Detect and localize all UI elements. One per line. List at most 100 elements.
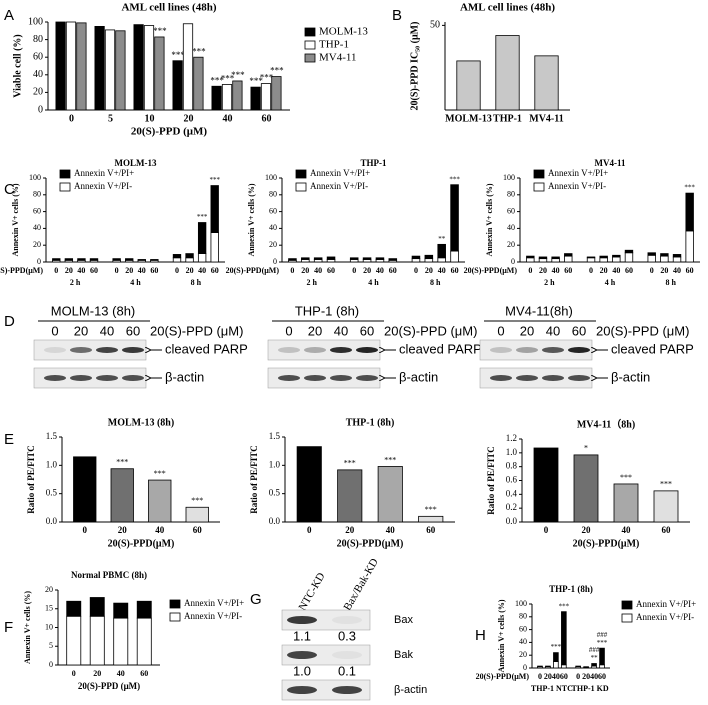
significance: ***: [620, 473, 632, 482]
y-tick-label: 0: [49, 660, 53, 669]
blot-band: [44, 375, 66, 381]
bar-segment: [301, 257, 310, 260]
y-tick-label: 0: [38, 104, 43, 115]
bar: [148, 479, 172, 523]
blot-band: [332, 651, 362, 659]
y-tick-label: 20: [269, 240, 277, 249]
blot-band: [356, 347, 378, 353]
significance: ***: [154, 469, 166, 478]
chart-title: Normal PBMC (8h): [71, 570, 147, 580]
significance: ***: [171, 50, 185, 60]
bar: [172, 60, 183, 111]
group-label: 4 h: [130, 278, 141, 287]
significance: ###: [589, 646, 600, 654]
legend-swatch: [304, 27, 316, 37]
bar-segment: [526, 257, 535, 263]
bar: [115, 30, 126, 111]
quantification: 1.1: [293, 628, 311, 643]
blot-band: [332, 616, 362, 624]
y-axis-label: 20(S)-PPD IC₅₀ (μM): [409, 22, 420, 111]
y-tick-label: 1.5: [46, 431, 58, 441]
y-tick-label: 0: [273, 257, 277, 266]
bar-segment: [362, 257, 372, 260]
bar-segment: [113, 617, 129, 666]
x-tick-label: 40: [552, 672, 560, 681]
bar-segment: [612, 254, 621, 258]
bar-segment: [185, 257, 194, 263]
bar-segment: [326, 256, 336, 260]
y-tick-label: 60: [33, 206, 41, 215]
y-tick-label: 40: [269, 223, 277, 232]
bar-segment: [125, 258, 134, 261]
x-tick-label: 40: [438, 266, 446, 275]
legend-swatch: [533, 169, 545, 179]
x-tick-label: MV4-11: [529, 113, 563, 124]
treatment-label: 20(S)-PPD (μM): [384, 323, 477, 338]
bar-segment: [551, 256, 560, 260]
blot-band: [70, 347, 92, 353]
bar: [211, 85, 222, 111]
significance: ***: [221, 74, 235, 84]
significance: ***: [260, 73, 274, 83]
x-tick-label: 60: [564, 266, 572, 275]
x-tick-label: 60: [451, 266, 459, 275]
lane-label: 60: [126, 323, 140, 338]
x-tick-label: 40: [155, 525, 165, 535]
x-tick-label: 60: [560, 672, 568, 681]
bar-segment: [424, 254, 434, 260]
significance: ***: [197, 213, 208, 221]
x-tick-label: 20: [301, 266, 309, 275]
significance: ***: [231, 70, 245, 80]
legend-label: Annexin V+/PI+: [636, 599, 696, 609]
bar-segment: [150, 259, 159, 261]
y-tick-label: 0: [37, 257, 41, 266]
x-tick-label: 20: [660, 266, 668, 275]
bar: [495, 35, 520, 111]
y-tick-label: 0.8: [506, 461, 518, 471]
bar-segment: [685, 230, 694, 263]
x-tick-label: 0: [307, 525, 312, 535]
bar-segment: [66, 615, 82, 666]
bar-segment: [437, 243, 446, 259]
legend-label: Annexin V+/PI-: [184, 611, 242, 621]
lane-label: Bax/Bak-KD: [341, 556, 380, 612]
quantification: 1.0: [293, 663, 311, 678]
bar-segment: [660, 255, 669, 263]
lane-label: 20: [74, 323, 88, 338]
bar: [193, 56, 204, 111]
x-tick-label: 40: [612, 266, 620, 275]
y-tick-label: 40: [519, 637, 527, 646]
legend-swatch: [295, 169, 307, 179]
y-tick-label: 100: [29, 173, 41, 182]
blot-band: [568, 375, 590, 381]
y-axis-label: Annexin V+ cells (%): [247, 183, 256, 256]
panel-label: G: [250, 591, 262, 608]
bar-segment: [538, 258, 548, 263]
bar-segment: [375, 257, 385, 260]
bar-segment: [586, 256, 596, 259]
blot-band: [542, 375, 564, 381]
y-tick-label: 0.6: [506, 475, 518, 485]
x-tick-label: 0: [538, 672, 542, 681]
group-label: 4 h: [368, 278, 379, 287]
panel-label: B: [392, 7, 402, 24]
significance: ***: [210, 75, 224, 85]
x-tick-label: 20: [93, 669, 101, 678]
lane-label: 40: [546, 323, 560, 338]
significance: ***: [425, 505, 437, 514]
blot-band: [516, 375, 538, 381]
y-tick-label: 0: [523, 663, 527, 672]
bar-segment: [450, 184, 459, 252]
y-tick-label: 0.5: [46, 488, 58, 498]
lane-label: 40: [334, 323, 348, 338]
panel-label: A: [4, 7, 14, 24]
y-axis-label: Annexin V+ cells (%): [23, 591, 32, 664]
bar-segment: [77, 258, 86, 261]
bar-segment: [424, 258, 434, 263]
bar-segment: [172, 257, 182, 263]
x-tick-label: 20: [600, 266, 608, 275]
legend-swatch: [621, 600, 633, 610]
significance: ***: [384, 455, 396, 464]
bar-segment: [551, 258, 560, 263]
legend-label: Annexin V+/PI-: [74, 181, 132, 191]
